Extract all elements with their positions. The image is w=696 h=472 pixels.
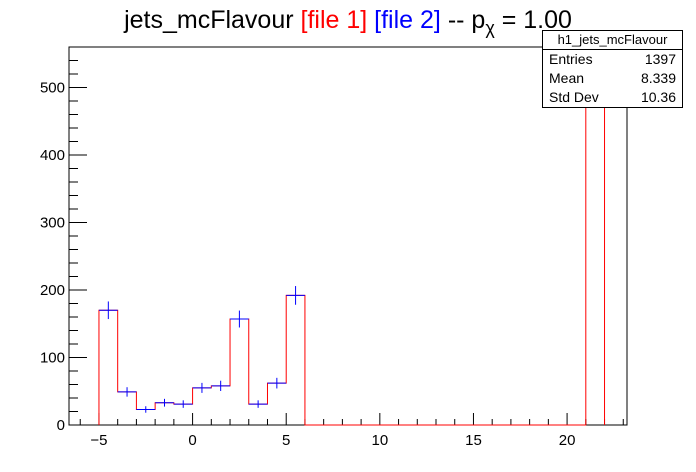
y-tick-label: 100	[40, 350, 65, 367]
histogram-bar	[586, 65, 605, 425]
y-axis: 0 100 200 300 400 500	[40, 46, 87, 434]
stats-value: 1397	[644, 51, 676, 67]
errorbar-point	[248, 400, 268, 408]
x-tick-label: −5	[90, 432, 107, 449]
stats-value: 8.339	[640, 70, 676, 86]
errorbar-point	[173, 400, 193, 408]
errorbar-point	[211, 380, 231, 391]
histogram-bar	[211, 386, 230, 425]
title-subscript: χ	[485, 18, 495, 38]
x-axis: −5 0 5 10 15 20	[79, 413, 624, 449]
series-file2-errorbars	[98, 49, 605, 413]
series-file1-histogram	[98, 64, 606, 426]
y-tick-label: 500	[40, 80, 65, 97]
errorbar-point	[98, 301, 118, 320]
y-tick-label: 0	[57, 417, 65, 434]
errorbar-point	[192, 382, 212, 393]
y-tick-label: 200	[40, 282, 65, 299]
histogram-bar	[286, 295, 305, 425]
histogram-bar	[99, 310, 118, 425]
histogram-bar	[267, 383, 286, 425]
title-part: [file 2]	[367, 6, 441, 34]
stats-box: h1_jets_mcFlavour Entries 1397 Mean 8.33…	[542, 30, 683, 108]
histogram-bar	[230, 319, 249, 425]
stats-label: Std Dev	[549, 89, 599, 105]
histogram-bar	[193, 388, 212, 425]
title-part: [file 1]	[301, 6, 368, 34]
x-tick-label: 5	[282, 432, 290, 449]
chart-title: jets_mcFlavour [file 1] [file 2] -- pχ =…	[123, 6, 572, 38]
errorbar-point	[117, 387, 137, 397]
errorbar-point	[155, 398, 174, 407]
stats-row-mean: Mean 8.339	[543, 69, 682, 88]
x-tick-label: 20	[559, 432, 576, 449]
x-tick-label: 10	[371, 432, 388, 449]
stats-value: 10.36	[640, 89, 676, 105]
x-tick-label: 15	[465, 432, 482, 449]
stats-label: Entries	[549, 51, 593, 67]
errorbar-point	[286, 286, 305, 305]
stats-row-entries: Entries 1397	[543, 50, 682, 69]
histogram-bar	[118, 392, 137, 425]
histogram-outline	[98, 64, 606, 426]
y-tick-label: 400	[40, 147, 65, 164]
title-part: -- p	[441, 6, 485, 34]
y-tick-label: 300	[40, 215, 65, 232]
errorbar-point	[267, 377, 287, 389]
title-suffix: = 1.00	[495, 6, 572, 34]
stats-label: Mean	[549, 70, 585, 86]
stats-row-stddev: Std Dev 10.36	[543, 88, 682, 107]
title-part: jets_mcFlavour	[123, 6, 300, 34]
errorbar-point	[230, 310, 249, 328]
errorbar-point	[136, 406, 156, 413]
stats-box-title: h1_jets_mcFlavour	[543, 31, 682, 50]
x-tick-label: 0	[188, 432, 196, 449]
